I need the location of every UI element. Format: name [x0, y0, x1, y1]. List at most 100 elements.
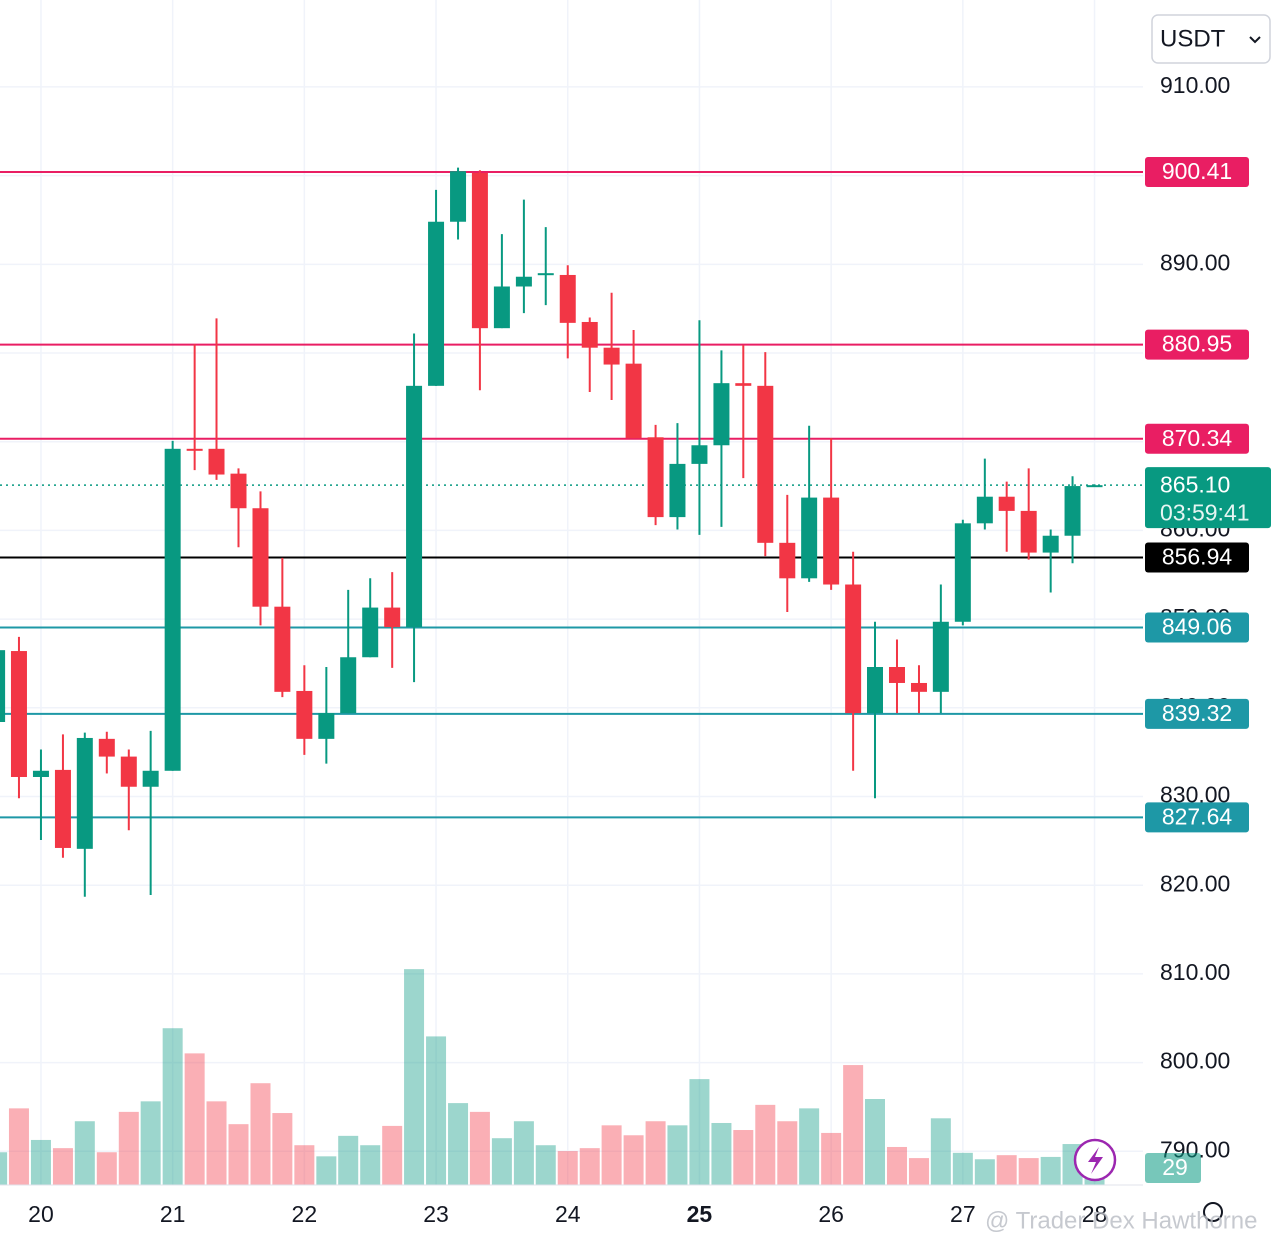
candle-body	[866, 667, 883, 714]
volume-bar	[535, 1145, 556, 1185]
volume-bar	[755, 1104, 776, 1185]
candle-body	[10, 651, 27, 777]
volume-bar	[316, 1156, 337, 1185]
volume-bar	[864, 1099, 885, 1185]
volume-bar	[0, 1152, 8, 1185]
volume-label-text: 29	[1162, 1154, 1188, 1180]
x-tick-label: 24	[555, 1201, 581, 1227]
countdown-text: 03:59:41	[1160, 499, 1250, 525]
candle-body	[954, 523, 971, 622]
volume-bar	[623, 1135, 644, 1185]
x-tick-label: 21	[160, 1201, 186, 1227]
currency-label[interactable]: USDT	[1160, 25, 1226, 52]
candle-body	[845, 584, 862, 714]
volume-bar	[908, 1158, 929, 1185]
candle-body	[888, 667, 905, 683]
volume-bar	[426, 1036, 447, 1185]
candle-body	[647, 437, 664, 518]
candle-body	[76, 737, 93, 849]
volume-bar	[162, 1028, 183, 1185]
candle-body	[208, 448, 225, 475]
price-lines	[0, 170, 1143, 819]
currency-dropdown[interactable]: USDT	[1151, 14, 1271, 64]
dropdown-caret[interactable]	[1249, 36, 1261, 44]
candle-body	[252, 508, 269, 607]
volume-bar	[1018, 1158, 1039, 1185]
volume-bar	[118, 1111, 139, 1185]
volume-bar	[382, 1125, 403, 1185]
y-tick-label: 800.00	[1160, 1048, 1230, 1074]
volume-bar	[250, 1083, 271, 1185]
volume-bar	[30, 1139, 51, 1185]
price-line-label-box	[1145, 156, 1249, 187]
candle-body	[1086, 485, 1103, 488]
x-tick-label: 27	[950, 1201, 976, 1227]
alert-button[interactable]	[1073, 1138, 1117, 1182]
price-line-label-text: 870.34	[1162, 425, 1233, 451]
candle-body	[296, 690, 313, 739]
volume-bar	[448, 1103, 469, 1185]
candle-body	[428, 221, 445, 386]
volume-bar	[579, 1148, 600, 1185]
dropdown-box[interactable]	[1151, 14, 1271, 64]
last-price-box	[1145, 467, 1271, 529]
volume-bar	[8, 1108, 29, 1185]
candle-body	[757, 385, 774, 543]
candle-body	[230, 473, 247, 509]
y-tick-label: 910.00	[1160, 72, 1230, 98]
volume-bar	[667, 1125, 688, 1185]
volume-bar	[491, 1138, 512, 1185]
candle-body	[515, 276, 532, 287]
candle-body	[406, 385, 423, 628]
volume-bar	[228, 1124, 249, 1185]
candle-body	[98, 738, 115, 757]
candle-body	[625, 363, 642, 439]
volume-bar	[886, 1146, 907, 1185]
candle-body	[362, 607, 379, 658]
lightning-icon[interactable]	[1088, 1147, 1103, 1174]
candle-body	[32, 770, 49, 777]
candle-body	[1020, 510, 1037, 553]
time-axis: 20 21 22 23 24 25 26 27 28	[28, 1201, 1107, 1227]
volume-bar	[338, 1135, 359, 1185]
volume-bar	[645, 1121, 666, 1185]
candle-body	[186, 448, 203, 451]
volume-bar	[930, 1118, 951, 1185]
price-line-label-box	[1145, 802, 1249, 833]
candle-body	[340, 657, 357, 714]
candle-body	[471, 172, 488, 329]
watermark: @ Trader Dex Hawthorne	[985, 1207, 1257, 1234]
candle-body	[581, 321, 598, 348]
volume-bar	[52, 1148, 73, 1185]
candle-body	[713, 383, 730, 446]
candle-body	[559, 274, 576, 323]
candle-body	[691, 445, 708, 464]
settings-icon[interactable]	[1203, 1202, 1223, 1222]
volume-bar	[996, 1155, 1017, 1185]
y-tick-label: 820.00	[1160, 870, 1230, 896]
x-tick-label: 20	[28, 1201, 54, 1227]
price-line-label-text: 849.06	[1162, 614, 1232, 640]
volume-bar	[799, 1108, 820, 1185]
volume-bar	[272, 1113, 293, 1185]
price-line-label-box	[1145, 423, 1249, 454]
volume-bar	[469, 1111, 490, 1185]
volume-pane	[0, 969, 1105, 1185]
price-line-label-text: 880.95	[1162, 331, 1232, 357]
price-line-label-text: 827.64	[1162, 804, 1233, 830]
volume-bar	[294, 1145, 315, 1185]
candle-body	[735, 383, 752, 386]
candle-body	[779, 542, 796, 579]
price-line-label-text: 839.32	[1162, 700, 1232, 726]
candle-body	[669, 463, 686, 518]
volume-bar	[733, 1130, 754, 1185]
volume-bar	[777, 1121, 798, 1185]
y-tick-label: 890.00	[1160, 249, 1230, 275]
candle-body	[932, 621, 949, 692]
volume-bar	[974, 1159, 995, 1185]
volume-bar	[513, 1121, 534, 1185]
candle-body	[801, 497, 818, 579]
volume-bar	[184, 1053, 205, 1185]
x-tick-label: 26	[818, 1201, 844, 1227]
candle-body	[384, 607, 401, 628]
